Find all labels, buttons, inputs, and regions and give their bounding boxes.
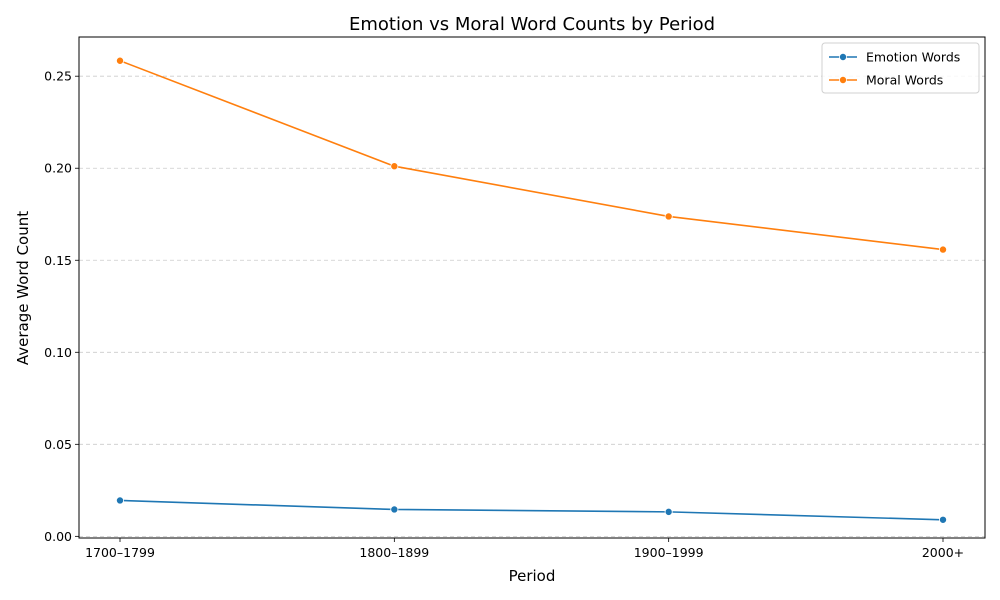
x-tick-label-3: 2000+ <box>922 545 964 560</box>
legend-marker-emotion-words <box>839 53 848 62</box>
y-tick-label-5: 0.25 <box>44 69 72 84</box>
legend: Emotion Words Moral Words <box>821 42 980 94</box>
point-emotion-words-3 <box>939 515 948 524</box>
series-line-moral-words <box>119 59 944 251</box>
x-axis-label: Period <box>509 567 556 585</box>
legend-box <box>821 42 980 94</box>
series-layer <box>116 56 948 524</box>
y-tick-label-4: 0.20 <box>44 161 72 176</box>
grid-lines <box>79 75 985 537</box>
point-moral-words-0 <box>116 56 125 65</box>
x-tick-label-2: 1900–1999 <box>634 545 704 560</box>
y-axis: 0.00 0.05 0.10 0.15 0.20 0.25 <box>44 69 79 544</box>
series-line-emotion-words <box>119 499 944 521</box>
point-emotion-words-1 <box>390 505 399 514</box>
legend-label-emotion-words: Emotion Words <box>866 50 960 65</box>
legend-marker-moral-words <box>839 76 848 85</box>
plot-area <box>78 36 986 539</box>
x-axis: 1700–1799 1800–1899 1900–1999 2000+ <box>85 538 964 560</box>
x-tick-label-0: 1700–1799 <box>85 545 155 560</box>
legend-label-moral-words: Moral Words <box>866 73 943 88</box>
y-tick-label-0: 0.00 <box>44 529 72 544</box>
y-tick-label-3: 0.15 <box>44 253 72 268</box>
point-emotion-words-2 <box>664 507 673 516</box>
y-axis-label: Average Word Count <box>14 211 32 365</box>
y-tick-label-2: 0.10 <box>44 345 72 360</box>
x-tick-label-1: 1800–1899 <box>359 545 429 560</box>
point-moral-words-3 <box>939 245 948 254</box>
point-emotion-words-0 <box>116 496 125 505</box>
y-tick-label-1: 0.05 <box>44 437 72 452</box>
point-moral-words-2 <box>664 212 673 221</box>
point-moral-words-1 <box>390 162 399 171</box>
chart-title: Emotion vs Moral Word Counts by Period <box>349 14 715 35</box>
